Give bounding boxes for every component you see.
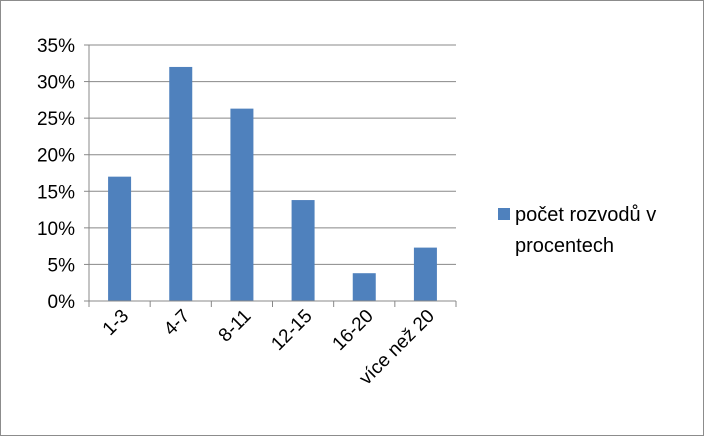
bar xyxy=(230,108,254,302)
y-tick-label: 30% xyxy=(37,73,75,94)
bar xyxy=(413,247,437,301)
x-tick-label: 12-15 xyxy=(267,306,316,355)
y-tick-label: 35% xyxy=(37,36,75,57)
bar xyxy=(352,273,376,301)
legend-label-line-2: procentech xyxy=(515,235,614,257)
x-tick-label: 1-3 xyxy=(99,306,133,340)
y-axis-tick-labels: 0% 5% 10% 15% 20% 25% 30% 35% xyxy=(37,36,75,313)
legend-swatch xyxy=(498,208,510,220)
x-tick-label: 16-20 xyxy=(329,306,378,355)
bar xyxy=(291,200,315,301)
y-tick-label: 0% xyxy=(48,292,76,313)
y-tick-label: 25% xyxy=(37,109,75,130)
legend: počet rozvodů v procentech xyxy=(498,204,656,257)
bar xyxy=(108,176,132,301)
y-tick-label: 20% xyxy=(37,146,75,167)
axes xyxy=(84,44,457,307)
y-tick-label: 10% xyxy=(37,219,75,240)
gridlines xyxy=(89,44,456,265)
bar xyxy=(169,66,193,301)
legend-label-line-1: počet rozvodů v xyxy=(515,204,656,226)
x-tick-label: 8-11 xyxy=(215,306,256,347)
bar-series xyxy=(108,66,437,302)
y-tick-label: 15% xyxy=(37,182,75,203)
y-tick-label: 5% xyxy=(48,255,76,276)
x-tick-label: 4-7 xyxy=(160,306,194,340)
